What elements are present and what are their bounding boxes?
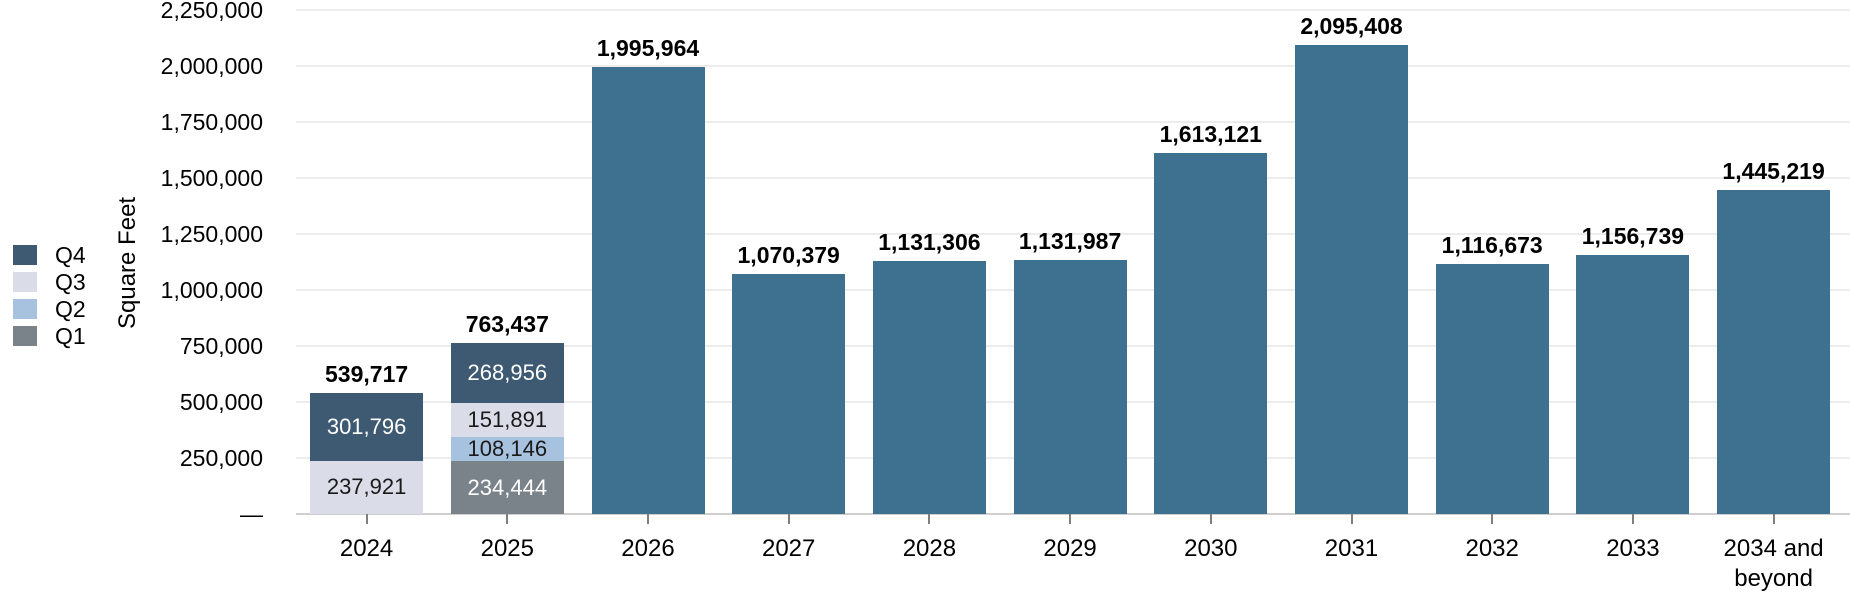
legend-item-q4: Q4: [13, 242, 86, 268]
bar-segment-q3-2025: [450, 403, 564, 438]
x-tick: [365, 514, 368, 524]
legend-item-q3: Q3: [13, 269, 86, 295]
bar-segment-full-year-2031: [1295, 44, 1408, 514]
y-tick-label: 1,500,000: [160, 165, 263, 191]
bar-segment-q4-2024: [310, 393, 424, 461]
bar-segment-full-year-2028: [872, 260, 986, 514]
bar-total-label: 1,131,987: [1018, 228, 1122, 255]
bar-segment-full-year-2034-and-beyond: [1717, 190, 1831, 514]
x-axis-label-2034-and-beyond: 2034 and beyond: [1723, 535, 1824, 592]
bar-segment-full-year-2026: [591, 66, 705, 514]
x-tick: [1209, 514, 1212, 524]
bar-segment-q3-2024: [310, 460, 424, 514]
x-tick: [928, 514, 931, 524]
bar-total-label: 1,445,219: [1722, 158, 1825, 185]
y-tick-label: 1,250,000: [160, 221, 263, 247]
x-tick: [1350, 514, 1353, 524]
bar-total-label: 1,995,964: [596, 34, 700, 61]
gridline: [296, 177, 1850, 179]
y-tick-label: 1,750,000: [160, 109, 263, 135]
x-axis-label-2025: 2025: [480, 535, 534, 562]
bar-total-label: 539,717: [325, 361, 409, 388]
x-axis-line: [296, 513, 1850, 515]
x-axis-label-2026: 2026: [621, 535, 675, 562]
x-axis-label-2024: 2024: [339, 535, 394, 562]
x-tick: [1772, 514, 1775, 524]
x-axis-label-2027: 2027: [761, 535, 816, 562]
bar-total-label: 1,156,739: [1581, 222, 1685, 249]
gridline: [296, 121, 1850, 123]
legend-label: Q2: [55, 296, 86, 322]
bar-segment-full-year-2032: [1435, 263, 1549, 514]
x-tick: [1631, 514, 1634, 524]
bar-segment-q4-2025: [450, 342, 564, 404]
segment-value-label: 234,444: [467, 474, 548, 500]
y-tick-label: 250,000: [179, 445, 263, 471]
gridline: [296, 9, 1850, 11]
bar-total-label: 1,070,379: [737, 242, 840, 269]
x-axis-label-2032: 2032: [1465, 535, 1519, 562]
y-axis-title: Square Feet: [114, 196, 141, 330]
x-tick: [1069, 514, 1072, 524]
legend-label: Q3: [55, 269, 86, 295]
y-tick-label: 2,000,000: [160, 53, 263, 79]
gridline: [296, 65, 1850, 67]
y-tick-label: 1,000,000: [160, 277, 263, 303]
bar-total-label: 1,613,121: [1159, 120, 1262, 147]
legend-swatch-q4-icon: [13, 245, 37, 265]
bar-total-label: 1,116,673: [1441, 231, 1543, 258]
x-axis-label-2028: 2028: [902, 535, 957, 562]
bar-segment-full-year-2029: [1013, 260, 1127, 514]
segment-value-label: 108,146: [467, 436, 548, 462]
legend-swatch-q1-icon: [13, 326, 37, 346]
legend-swatch-q3-icon: [13, 272, 37, 292]
gridline: [296, 233, 1850, 235]
y-tick-label: 500,000: [179, 389, 263, 415]
segment-value-label: 301,796: [326, 413, 407, 439]
x-tick: [506, 514, 509, 524]
bar-segment-full-year-2033: [1576, 254, 1690, 514]
legend-swatch-q2-icon: [13, 299, 37, 319]
y-tick-label: —: [240, 501, 263, 527]
segment-value-label: 151,891: [467, 407, 548, 433]
bar-total-label: 1,131,306: [878, 228, 981, 255]
x-axis-label-2031: 2031: [1324, 535, 1379, 562]
legend-item-q1: Q1: [13, 323, 86, 349]
legend-label: Q4: [55, 242, 86, 268]
bar-total-label: 2,095,408: [1300, 12, 1403, 39]
bar-segment-q1-2025: [450, 461, 564, 514]
bar-segment-q2-2025: [450, 437, 564, 462]
x-tick: [787, 514, 790, 524]
y-tick-label: 750,000: [179, 333, 263, 359]
legend-item-q2: Q2: [13, 296, 86, 322]
legend-label: Q1: [55, 323, 86, 349]
x-axis-label-2033: 2033: [1606, 535, 1660, 562]
x-axis-label-2029: 2029: [1043, 535, 1097, 562]
segment-value-label: 268,956: [467, 360, 548, 386]
y-tick-label: 2,250,000: [160, 0, 263, 23]
segment-value-label: 237,921: [326, 474, 407, 500]
bar-segment-full-year-2027: [732, 274, 846, 514]
bar-total-label: 763,437: [465, 310, 549, 337]
x-tick: [1491, 514, 1494, 524]
bar-segment-full-year-2030: [1154, 152, 1268, 514]
x-tick: [647, 514, 649, 524]
x-axis-label-2030: 2030: [1184, 535, 1238, 562]
